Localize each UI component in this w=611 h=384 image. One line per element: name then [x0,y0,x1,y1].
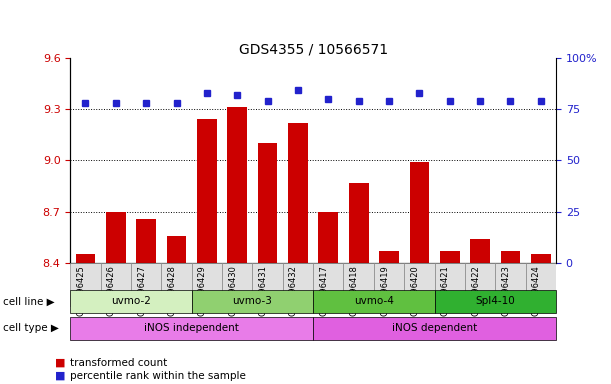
Bar [288,122,308,263]
Bar [252,263,283,307]
Bar [470,239,490,263]
Bar [70,263,101,307]
Bar [313,263,343,307]
Text: GSM796417: GSM796417 [320,265,328,316]
Text: GSM796432: GSM796432 [289,265,298,316]
Bar [404,263,434,307]
Bar [101,263,131,307]
Bar [318,212,338,263]
Bar [465,263,496,307]
Text: uvmo-2: uvmo-2 [111,296,151,306]
Bar [222,263,252,307]
Bar [258,143,277,263]
Text: iNOS independent: iNOS independent [144,323,239,333]
Text: GSM796428: GSM796428 [167,265,177,316]
Text: GSM796423: GSM796423 [502,265,510,316]
Bar [283,263,313,307]
Bar [136,218,156,263]
Text: GSM796422: GSM796422 [471,265,480,316]
Text: GSM796425: GSM796425 [76,265,86,316]
Text: ■: ■ [55,371,65,381]
Text: GSM796420: GSM796420 [411,265,419,316]
Text: Spl4-10: Spl4-10 [475,296,515,306]
Bar [161,263,192,307]
Bar [192,263,222,307]
Text: cell type ▶: cell type ▶ [3,323,59,333]
Bar [500,251,521,263]
Bar [131,263,161,307]
Text: uvmo-3: uvmo-3 [232,296,273,306]
Text: GSM796431: GSM796431 [258,265,268,316]
Bar [343,263,374,307]
Text: transformed count: transformed count [70,358,167,368]
Bar [167,236,186,263]
Text: ■: ■ [55,358,65,368]
Bar [531,255,551,263]
Bar [440,251,459,263]
Bar [379,251,399,263]
Text: percentile rank within the sample: percentile rank within the sample [70,371,246,381]
Text: uvmo-4: uvmo-4 [354,296,394,306]
Text: GSM796421: GSM796421 [441,265,450,316]
Text: GSM796419: GSM796419 [380,265,389,316]
Bar [197,119,217,263]
Text: GSM796424: GSM796424 [532,265,541,316]
Text: GSM796430: GSM796430 [229,265,237,316]
Title: GDS4355 / 10566571: GDS4355 / 10566571 [238,43,388,56]
Text: GSM796427: GSM796427 [137,265,146,316]
Bar [434,263,465,307]
Bar [349,182,368,263]
Text: GSM796418: GSM796418 [349,265,359,316]
Text: cell line ▶: cell line ▶ [3,296,54,306]
Bar [496,263,525,307]
Bar [106,212,126,263]
Bar [227,107,247,263]
Bar [76,255,95,263]
Text: iNOS dependent: iNOS dependent [392,323,477,333]
Text: GSM796426: GSM796426 [107,265,116,316]
Bar [525,263,556,307]
Bar [374,263,404,307]
Text: GSM796429: GSM796429 [198,265,207,316]
Bar [409,162,430,263]
